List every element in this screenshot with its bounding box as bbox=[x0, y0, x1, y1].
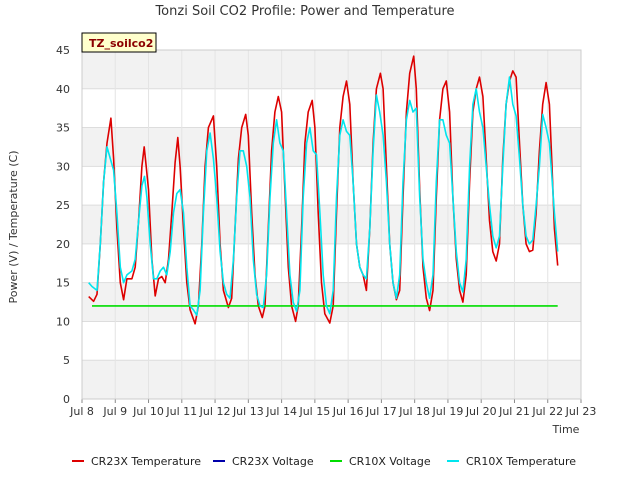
y-tick-label: 25 bbox=[56, 199, 70, 212]
y-tick-label: 20 bbox=[56, 238, 70, 251]
x-tick-label: Jul 9 bbox=[102, 405, 127, 418]
x-tick-label: Jul 19 bbox=[432, 405, 464, 418]
legend-label: CR10X Voltage bbox=[349, 455, 431, 468]
y-tick-label: 15 bbox=[56, 277, 70, 290]
background-band bbox=[82, 205, 581, 244]
y-tick-label: 10 bbox=[56, 315, 70, 328]
series-line bbox=[88, 76, 559, 316]
legend-label: CR10X Temperature bbox=[466, 455, 576, 468]
background-band bbox=[82, 360, 581, 399]
legend: CR23X Temperature CR23X Voltage CR10X Volt… bbox=[72, 455, 576, 468]
chart-title: Tonzi Soil CO2 Profile: Power and Temper… bbox=[154, 4, 454, 19]
x-axis-label: Time bbox=[552, 423, 580, 436]
y-axis-label: Power (V) / Temperature (C) bbox=[7, 150, 20, 303]
y-tick-label: 45 bbox=[56, 44, 70, 57]
x-tick-label: Jul 14 bbox=[265, 405, 297, 418]
series-lines bbox=[88, 55, 559, 325]
x-tick-label: Jul 8 bbox=[69, 405, 94, 418]
legend-label: CR23X Voltage bbox=[232, 455, 314, 468]
site-badge-label: TZ_soilco2 bbox=[89, 37, 153, 50]
site-badge: TZ_soilco2 bbox=[81, 32, 157, 53]
x-tick-label: Jul 20 bbox=[465, 405, 497, 418]
x-tick-label: Jul 16 bbox=[332, 405, 364, 418]
y-tick-label: 5 bbox=[63, 354, 70, 367]
y-tick-label: 40 bbox=[56, 83, 70, 96]
legend-label: CR23X Temperature bbox=[91, 455, 201, 468]
y-tick-label: 30 bbox=[56, 160, 70, 173]
plot-frame bbox=[81, 49, 582, 400]
background-band bbox=[82, 50, 581, 89]
x-tick-label: Jul 21 bbox=[498, 405, 530, 418]
x-tick-label: Jul 22 bbox=[531, 405, 563, 418]
x-tick-label: Jul 17 bbox=[365, 405, 397, 418]
x-tick-label: Jul 15 bbox=[298, 405, 330, 418]
x-tick-label: Jul 12 bbox=[199, 405, 231, 418]
x-tick-label: Jul 23 bbox=[565, 405, 597, 418]
axes: 0 5 10 15 20 25 30 35 40 45 Jul 8 Jul 9 Jul 10 Jul 11… bbox=[56, 44, 596, 418]
background-band bbox=[82, 127, 581, 167]
x-tick-label: Jul 13 bbox=[232, 405, 264, 418]
y-tick-label: 35 bbox=[56, 122, 70, 135]
y-tick-label: 0 bbox=[63, 393, 70, 406]
site-badge-box bbox=[81, 32, 157, 53]
x-tick-label: Jul 18 bbox=[398, 405, 430, 418]
x-tick-label: Jul 11 bbox=[165, 405, 197, 418]
x-tick-label: Jul 10 bbox=[132, 405, 164, 418]
